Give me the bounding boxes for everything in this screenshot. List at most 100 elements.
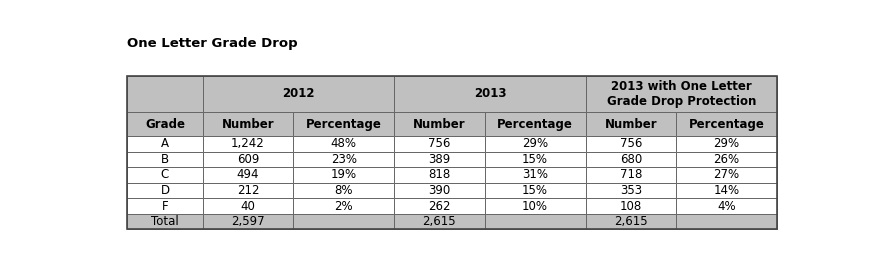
Bar	[127, 112, 203, 136]
Bar	[394, 75, 585, 112]
Bar	[203, 167, 293, 183]
Bar	[293, 136, 394, 152]
Text: 14%: 14%	[714, 184, 739, 197]
Bar	[676, 152, 777, 167]
Bar	[127, 75, 203, 112]
Text: 818: 818	[429, 169, 451, 181]
Text: 4%: 4%	[717, 199, 736, 212]
Text: C: C	[161, 169, 169, 181]
Text: 718: 718	[620, 169, 642, 181]
Bar	[485, 183, 585, 198]
Text: 353: 353	[620, 184, 642, 197]
Bar	[485, 198, 585, 214]
Text: 494: 494	[237, 169, 260, 181]
Text: 2,615: 2,615	[422, 215, 456, 228]
Text: 262: 262	[429, 199, 451, 212]
Bar	[676, 198, 777, 214]
Text: 2,615: 2,615	[614, 215, 648, 228]
Bar	[203, 136, 293, 152]
Text: Percentage: Percentage	[688, 118, 765, 131]
Bar	[203, 198, 293, 214]
Bar	[676, 167, 777, 183]
Bar	[127, 214, 203, 229]
Text: 108: 108	[620, 199, 642, 212]
Text: 609: 609	[237, 153, 260, 166]
Bar	[585, 167, 676, 183]
Text: Number: Number	[222, 118, 275, 131]
Bar	[585, 136, 676, 152]
Text: 26%: 26%	[714, 153, 739, 166]
Text: Percentage: Percentage	[305, 118, 382, 131]
Text: 389: 389	[429, 153, 451, 166]
Text: One Letter Grade Drop: One Letter Grade Drop	[127, 37, 297, 50]
Bar	[585, 112, 676, 136]
Text: 23%: 23%	[331, 153, 356, 166]
Bar	[203, 75, 394, 112]
Bar	[127, 75, 777, 229]
Bar	[485, 152, 585, 167]
Bar	[203, 183, 293, 198]
Bar	[676, 112, 777, 136]
Text: 2013: 2013	[473, 87, 506, 100]
Bar	[293, 214, 394, 229]
Bar	[203, 214, 293, 229]
Text: 2012: 2012	[282, 87, 315, 100]
Text: 390: 390	[429, 184, 451, 197]
Bar	[293, 183, 394, 198]
Bar	[394, 183, 485, 198]
Bar	[585, 75, 777, 112]
Text: 15%: 15%	[522, 184, 548, 197]
Bar	[394, 167, 485, 183]
Bar	[394, 198, 485, 214]
Text: 756: 756	[620, 138, 642, 150]
Bar	[485, 136, 585, 152]
Text: F: F	[162, 199, 168, 212]
Text: 756: 756	[429, 138, 451, 150]
Bar	[676, 136, 777, 152]
Text: Number: Number	[413, 118, 466, 131]
Text: 15%: 15%	[522, 153, 548, 166]
Bar	[485, 112, 585, 136]
Text: 29%: 29%	[522, 138, 548, 150]
Text: 680: 680	[620, 153, 642, 166]
Bar	[485, 214, 585, 229]
Text: 19%: 19%	[331, 169, 356, 181]
Bar	[394, 152, 485, 167]
Text: Number: Number	[605, 118, 657, 131]
Text: Percentage: Percentage	[497, 118, 573, 131]
Text: 1,242: 1,242	[231, 138, 265, 150]
Text: 2013 with One Letter
Grade Drop Protection: 2013 with One Letter Grade Drop Protecti…	[606, 80, 756, 108]
Bar	[293, 112, 394, 136]
Text: 27%: 27%	[714, 169, 739, 181]
Bar	[394, 214, 485, 229]
Text: 212: 212	[237, 184, 260, 197]
Bar	[127, 167, 203, 183]
Bar	[127, 152, 203, 167]
Text: 10%: 10%	[522, 199, 548, 212]
Text: 40: 40	[240, 199, 255, 212]
Text: Grade: Grade	[145, 118, 185, 131]
Text: Total: Total	[151, 215, 179, 228]
Bar	[485, 167, 585, 183]
Text: A: A	[161, 138, 169, 150]
Text: 29%: 29%	[714, 138, 739, 150]
Bar	[127, 198, 203, 214]
Bar	[585, 152, 676, 167]
Text: 8%: 8%	[334, 184, 353, 197]
Bar	[585, 214, 676, 229]
Bar	[127, 183, 203, 198]
Text: 2%: 2%	[334, 199, 353, 212]
Text: D: D	[160, 184, 170, 197]
Bar	[293, 152, 394, 167]
Text: 48%: 48%	[331, 138, 356, 150]
Bar	[293, 198, 394, 214]
Bar	[676, 214, 777, 229]
Bar	[676, 183, 777, 198]
Bar	[394, 136, 485, 152]
Bar	[203, 112, 293, 136]
Bar	[585, 198, 676, 214]
Bar	[394, 112, 485, 136]
Bar	[203, 152, 293, 167]
Text: 2,597: 2,597	[231, 215, 265, 228]
Bar	[127, 136, 203, 152]
